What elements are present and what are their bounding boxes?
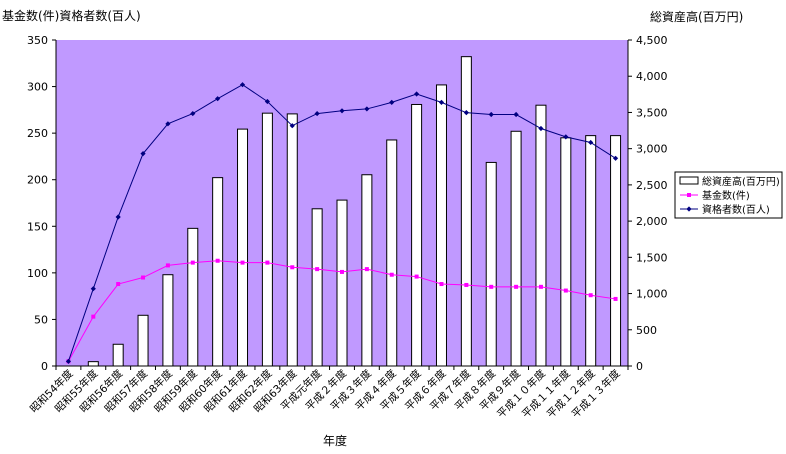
data-point [364, 106, 370, 112]
data-point [65, 358, 72, 364]
bar [460, 56, 472, 367]
data-point [215, 96, 221, 102]
legend-label: 資格者数(百人) [702, 203, 770, 216]
data-point [115, 214, 121, 220]
bar [435, 84, 447, 367]
left-tick-label: 50 [34, 313, 48, 326]
data-point [165, 121, 171, 127]
data-point [538, 125, 544, 132]
bar [187, 227, 199, 367]
left-tick-label: 100 [27, 267, 48, 280]
x-axis-title: 年度 [323, 433, 347, 448]
left-tick-label: 150 [27, 220, 48, 233]
data-point [340, 269, 344, 274]
data-point [264, 98, 270, 105]
data-point [265, 260, 270, 265]
data-point [414, 91, 420, 97]
data-point [563, 288, 568, 293]
data-point [612, 155, 619, 161]
data-point [513, 111, 519, 118]
right-tick-label: 1,000 [636, 288, 668, 301]
data-point [439, 282, 444, 287]
data-point [588, 139, 594, 146]
data-point [389, 99, 395, 106]
data-point [91, 314, 96, 319]
bar [336, 199, 348, 367]
bar [535, 104, 547, 367]
right-tick-label: 4,500 [636, 34, 668, 47]
right-axis-title: 総資産高(百万円) [650, 9, 743, 24]
bar [510, 130, 522, 367]
data-point [389, 272, 394, 277]
bar [610, 135, 622, 367]
right-tick-label: 1,500 [636, 251, 668, 264]
bar [112, 343, 124, 367]
data-point [90, 286, 96, 292]
bar [261, 112, 273, 367]
bar [411, 103, 423, 367]
right-tick-label: 3,500 [636, 106, 668, 119]
data-point [140, 151, 146, 157]
left-tick-label: 300 [27, 81, 48, 94]
legend-marker [687, 193, 691, 197]
data-point [190, 110, 196, 117]
bar [311, 208, 323, 367]
data-point [239, 82, 246, 88]
data-point [588, 293, 593, 298]
data-point [215, 258, 220, 263]
bar [237, 128, 249, 367]
bar [286, 113, 298, 367]
data-point [290, 265, 295, 270]
data-point [514, 284, 519, 289]
data-point [538, 284, 543, 289]
left-tick-label: 0 [41, 360, 48, 373]
right-tick-label: 500 [636, 324, 657, 337]
data-point [463, 110, 469, 116]
right-tick-label: 4,000 [636, 70, 668, 83]
bar [585, 135, 597, 367]
bar [87, 361, 99, 367]
data-point [116, 282, 121, 287]
left-tick-label: 350 [27, 34, 48, 47]
data-point [141, 275, 146, 280]
legend: 総資産高(百万円)基金数(件)資格者数(百人) [674, 171, 783, 219]
data-point [364, 267, 369, 272]
data-point [414, 274, 419, 279]
legend-label: 総資産高(百万円) [702, 175, 780, 188]
left-tick-label: 200 [27, 174, 48, 187]
bar [212, 177, 224, 367]
bar [386, 139, 398, 367]
left-axis-title: 基金数(件)資格者数(百人) [2, 8, 141, 23]
legend-marker [686, 206, 692, 212]
data-point [563, 134, 569, 140]
bar [137, 314, 149, 367]
right-tick-label: 0 [636, 360, 643, 373]
data-point [464, 282, 469, 287]
data-point [339, 108, 345, 114]
data-point [488, 111, 494, 118]
data-point [314, 110, 320, 117]
data-point [613, 296, 618, 301]
right-tick-label: 2,500 [636, 179, 668, 192]
data-point [438, 99, 445, 106]
data-point [240, 260, 245, 265]
data-point [489, 284, 494, 289]
legend-swatch-bar [679, 176, 699, 185]
data-point [289, 123, 295, 129]
bar [485, 161, 497, 367]
bar [162, 274, 174, 367]
data-point [190, 260, 195, 265]
data-point [165, 263, 170, 268]
left-tick-label: 250 [27, 127, 48, 140]
line-series-group [65, 82, 619, 364]
bar [560, 137, 572, 367]
right-tick-label: 2,000 [636, 215, 668, 228]
right-tick-label: 3,000 [636, 143, 668, 156]
legend-label: 基金数(件) [702, 189, 750, 202]
data-point [315, 267, 320, 272]
